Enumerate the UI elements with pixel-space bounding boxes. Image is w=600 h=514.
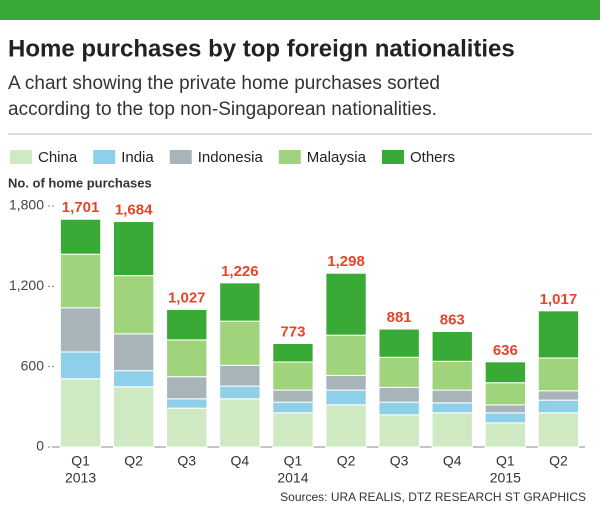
bar-segment xyxy=(166,398,208,409)
y-tick-label: 600 xyxy=(21,357,45,373)
bar-segment xyxy=(219,364,261,387)
x-tick-label: Q2 xyxy=(337,453,356,469)
bar-segment xyxy=(272,401,314,414)
total-label: 1,298 xyxy=(327,253,365,270)
total-label: 1,027 xyxy=(168,289,206,306)
y-axis-label: No. of home purchases xyxy=(8,175,152,190)
bar-segment xyxy=(537,390,580,401)
bar-segment xyxy=(219,320,261,366)
bar-segment xyxy=(431,330,473,362)
bar-segment xyxy=(537,357,580,392)
bar-segment xyxy=(272,343,314,363)
total-label: 1,684 xyxy=(115,201,153,218)
bar-segment xyxy=(378,356,420,388)
bar-segment xyxy=(431,389,473,404)
bar-segment xyxy=(166,407,208,448)
bar-segment xyxy=(112,275,155,335)
x-year-label: 2013 xyxy=(65,470,96,486)
x-tick-label: Q1 xyxy=(284,453,303,469)
bar-segment xyxy=(431,360,473,391)
subtitle: A chart showing the private home purchas… xyxy=(8,73,440,94)
bar-segment xyxy=(484,412,527,424)
x-year-label: 2015 xyxy=(490,470,521,486)
bar-segment xyxy=(431,402,473,414)
total-label: 1,226 xyxy=(221,263,259,280)
bar-segment xyxy=(59,307,102,353)
legend-swatch xyxy=(169,150,192,164)
x-tick-label: Q1 xyxy=(496,453,515,469)
x-year-label: 2014 xyxy=(277,470,308,486)
legend-swatch xyxy=(10,150,32,164)
bar-segment xyxy=(112,386,155,448)
x-tick-label: Q4 xyxy=(231,453,250,469)
bar-segment xyxy=(484,382,527,406)
x-tick-label: Q2 xyxy=(549,453,568,469)
total-label: 773 xyxy=(280,323,305,340)
bar-segment xyxy=(537,399,580,414)
y-tick-label: 1,800 xyxy=(9,197,44,213)
bar-segment xyxy=(431,412,473,448)
bar-segment xyxy=(272,389,314,403)
legend-swatch xyxy=(381,150,404,164)
y-tick-label: 0 xyxy=(36,438,44,454)
bar-segment xyxy=(325,404,367,448)
legend-label: Others xyxy=(410,149,455,166)
bar-segment xyxy=(272,412,314,448)
bar-segment xyxy=(378,386,420,403)
total-label: 863 xyxy=(440,311,465,328)
x-tick-label: Q2 xyxy=(124,453,143,469)
bar-segment xyxy=(537,412,580,448)
bar-segment xyxy=(378,328,420,358)
bar-segment xyxy=(484,422,527,448)
total-label: 1,701 xyxy=(62,199,100,216)
x-tick-label: Q1 xyxy=(71,453,90,469)
bar-segment xyxy=(219,385,261,400)
bar-segment xyxy=(325,374,367,391)
bar-segment xyxy=(325,272,367,336)
bar-segment xyxy=(272,361,314,391)
total-label: 881 xyxy=(387,309,412,326)
bar-segment xyxy=(378,414,420,448)
x-tick-label: Q3 xyxy=(390,453,409,469)
legend-swatch xyxy=(278,150,301,164)
bar-segment xyxy=(378,401,420,416)
legend-label: Malaysia xyxy=(307,149,367,166)
total-label: 1,017 xyxy=(540,291,578,308)
bar-segment xyxy=(59,218,102,255)
bar-segment xyxy=(166,339,208,378)
bar-segment xyxy=(219,398,261,448)
source: Sources: URA REALIS, DTZ RESEARCH ST GRA… xyxy=(280,490,586,504)
x-tick-label: Q4 xyxy=(443,453,462,469)
y-tick-label: 1,200 xyxy=(9,277,44,293)
top-band xyxy=(0,0,600,20)
bar-segment xyxy=(112,370,155,388)
bar-segment xyxy=(59,351,102,380)
bar-segment xyxy=(219,282,261,322)
bar-segment xyxy=(59,378,102,448)
bar-segment xyxy=(112,333,155,372)
bar-segment xyxy=(166,308,208,341)
bar-segment xyxy=(59,253,102,309)
legend-label: Indonesia xyxy=(198,149,264,166)
bar-segment xyxy=(537,310,580,359)
total-label: 636 xyxy=(493,342,518,359)
bar-segment xyxy=(325,334,367,376)
x-tick-label: Q3 xyxy=(177,453,196,469)
bar-segment xyxy=(484,404,527,414)
bar-segment xyxy=(166,376,208,400)
bar-segment xyxy=(484,361,527,384)
subtitle: according to the top non-Singaporean nat… xyxy=(8,99,437,120)
bar-segment xyxy=(112,221,155,277)
legend-label: India xyxy=(121,149,154,166)
bar-segment xyxy=(325,389,367,406)
chart-title: Home purchases by top foreign nationalit… xyxy=(8,35,515,62)
legend-label: China xyxy=(38,149,78,166)
legend-swatch xyxy=(93,150,116,164)
